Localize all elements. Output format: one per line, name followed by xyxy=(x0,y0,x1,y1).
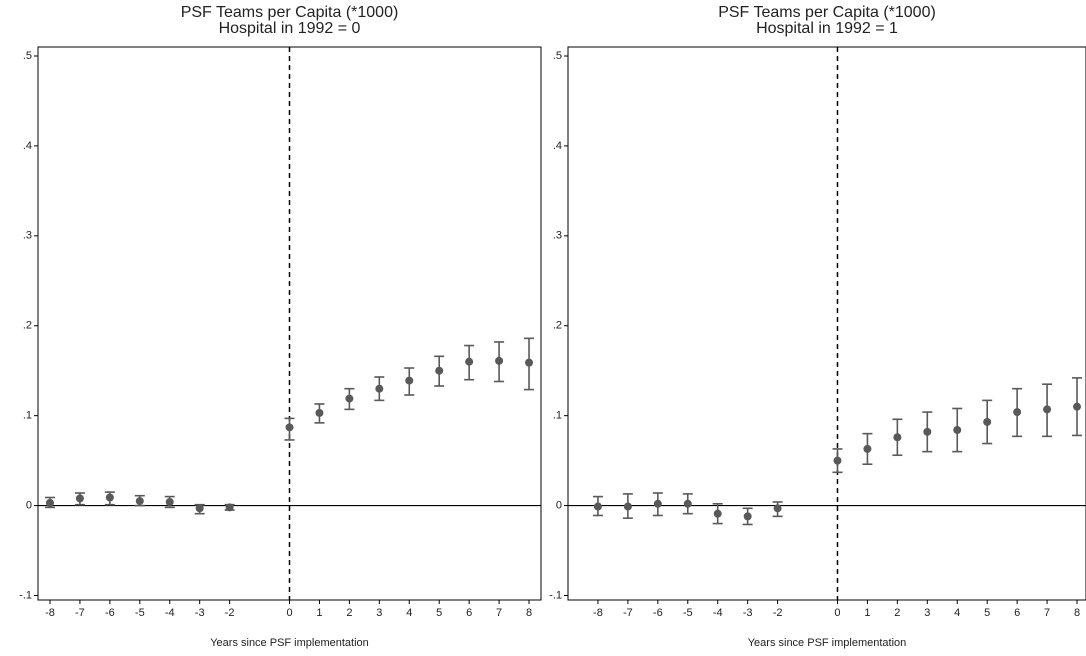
x-tick-label: -3 xyxy=(195,607,205,619)
x-tick-label: 4 xyxy=(954,607,960,619)
point xyxy=(743,512,752,521)
x-tick-label: 3 xyxy=(376,607,382,619)
x-tick-label: 8 xyxy=(526,607,532,619)
point xyxy=(1013,408,1022,417)
y-tick-label: 0 xyxy=(556,499,562,511)
x-tick-label: 1 xyxy=(864,607,870,619)
point xyxy=(225,503,234,512)
x-axis-label: Years since PSF implementation xyxy=(748,637,907,649)
x-tick-label: 0 xyxy=(286,607,292,619)
x-tick-label: -8 xyxy=(45,607,55,619)
point xyxy=(623,502,632,511)
chart-title: PSF Teams per Capita (*1000) xyxy=(718,4,936,21)
point xyxy=(135,497,144,506)
point xyxy=(405,376,414,385)
point xyxy=(953,426,962,435)
y-tick-label: .4 xyxy=(23,140,32,152)
chart-subtitle: Hospital in 1992 = 1 xyxy=(756,20,898,37)
point xyxy=(495,356,504,365)
x-tick-label: -8 xyxy=(593,607,603,619)
x-tick-label: 2 xyxy=(346,607,352,619)
plot-frame xyxy=(567,46,1086,601)
x-axis-label: Years since PSF implementation xyxy=(210,637,369,649)
point xyxy=(683,499,692,508)
x-tick-label: 8 xyxy=(1074,607,1080,619)
point xyxy=(105,493,114,502)
point xyxy=(465,357,474,366)
point xyxy=(165,497,174,506)
y-tick-label: .2 xyxy=(553,320,562,332)
chart-subtitle: Hospital in 1992 = 0 xyxy=(219,20,361,37)
point xyxy=(315,408,324,417)
y-tick-label: .5 xyxy=(23,50,32,62)
x-tick-label: 6 xyxy=(466,607,472,619)
point xyxy=(435,366,444,375)
point xyxy=(1043,405,1052,414)
x-tick-label: 7 xyxy=(496,607,502,619)
x-tick-label: -6 xyxy=(653,607,663,619)
point xyxy=(863,444,872,453)
point xyxy=(893,433,902,442)
x-tick-label: -4 xyxy=(165,607,175,619)
x-tick-label: 5 xyxy=(984,607,990,619)
point xyxy=(345,394,354,403)
chart-title: PSF Teams per Capita (*1000) xyxy=(181,4,399,21)
y-tick-label: .4 xyxy=(553,140,562,152)
point xyxy=(525,358,534,367)
x-tick-label: -3 xyxy=(743,607,753,619)
x-tick-label: 1 xyxy=(316,607,322,619)
point xyxy=(1073,402,1082,411)
x-tick-label: 7 xyxy=(1044,607,1050,619)
x-tick-label: 2 xyxy=(894,607,900,619)
y-tick-label: .5 xyxy=(553,50,562,62)
point xyxy=(75,494,84,503)
y-tick-label: 0 xyxy=(26,499,32,511)
x-tick-label: 6 xyxy=(1014,607,1020,619)
x-tick-label: -7 xyxy=(623,607,633,619)
x-tick-label: 4 xyxy=(406,607,412,619)
x-tick-label: 0 xyxy=(834,607,840,619)
point xyxy=(375,384,384,393)
point xyxy=(923,427,932,436)
y-tick-label: .3 xyxy=(553,230,562,242)
x-tick-label: -2 xyxy=(225,607,235,619)
y-tick-label: .3 xyxy=(23,230,32,242)
x-tick-label: 5 xyxy=(436,607,442,619)
y-tick-label: -.1 xyxy=(19,589,32,601)
x-tick-label: -4 xyxy=(713,607,723,619)
point xyxy=(713,509,722,518)
point xyxy=(593,502,602,511)
point xyxy=(45,498,54,507)
x-tick-label: -5 xyxy=(135,607,145,619)
y-tick-label: .1 xyxy=(23,410,32,422)
y-tick-label: .1 xyxy=(553,410,562,422)
point xyxy=(653,499,662,508)
x-tick-label: -7 xyxy=(75,607,85,619)
point xyxy=(773,504,782,513)
point xyxy=(285,423,294,432)
x-tick-label: -6 xyxy=(105,607,115,619)
y-tick-label: .2 xyxy=(23,320,32,332)
point xyxy=(983,417,992,426)
x-tick-label: -2 xyxy=(773,607,783,619)
y-tick-label: -.1 xyxy=(549,589,562,601)
point xyxy=(833,456,842,465)
point xyxy=(195,504,204,513)
x-tick-label: 3 xyxy=(924,607,930,619)
x-tick-label: -5 xyxy=(683,607,693,619)
